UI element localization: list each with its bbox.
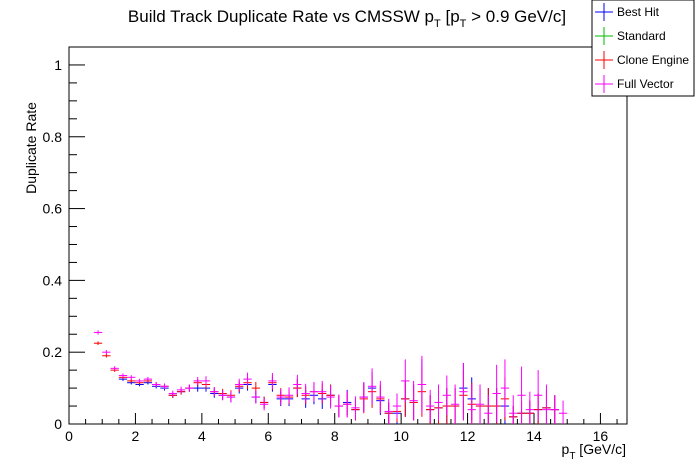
- data-point: [334, 394, 344, 418]
- data-point: [417, 355, 427, 414]
- data-point: [243, 372, 252, 386]
- y-tick-label: 0: [54, 416, 62, 432]
- data-point: [102, 350, 111, 355]
- data-point: [450, 384, 460, 424]
- y-tick-label: 0.4: [43, 272, 63, 288]
- data-point: [359, 381, 368, 413]
- data-point: [210, 387, 219, 397]
- x-tick-label: 6: [264, 428, 272, 444]
- y-tick-label: 0.8: [43, 129, 63, 145]
- legend-entry: Standard: [595, 27, 666, 45]
- axes: 0 2 4 6 8 10 12 14 16 0 0.2 0.4 0.6 0.8 1: [43, 57, 618, 444]
- y-axis-title: Duplicate Rate: [23, 102, 39, 194]
- data-point: [276, 389, 285, 405]
- series-full-vector: [93, 330, 568, 424]
- x-tick-label: 16: [593, 428, 609, 444]
- data-point: [218, 390, 227, 401]
- data-point: [268, 373, 277, 389]
- data-point: [201, 376, 211, 386]
- legend-entry: Clone Engine: [595, 51, 689, 69]
- data-point: [185, 384, 194, 392]
- data-point: [542, 384, 551, 424]
- data-point: [110, 366, 119, 371]
- legend: Best Hit Standard Clone Engine Full Vector: [591, 0, 695, 97]
- data-point: [343, 390, 352, 418]
- y-tick-label: 0.2: [43, 344, 63, 360]
- chart-title: Build Track Duplicate Rate vs CMSSW pT […: [128, 7, 566, 30]
- data-point: [525, 391, 534, 424]
- data-point: [152, 381, 161, 388]
- data-point: [102, 353, 111, 358]
- data-point: [135, 378, 144, 384]
- data-point: [434, 384, 443, 421]
- series-layer: [93, 330, 568, 424]
- legend-label: Best Hit: [617, 5, 660, 19]
- plot-frame: [68, 46, 628, 425]
- data-point: [392, 393, 402, 419]
- legend-label: Full Vector: [617, 77, 674, 91]
- data-point: [509, 395, 518, 424]
- legend-box: [591, 0, 695, 97]
- series-clone-engine: [93, 341, 559, 424]
- data-point: [384, 398, 393, 424]
- data-point: [351, 396, 360, 420]
- data-point: [492, 364, 501, 423]
- data-point: [259, 398, 269, 411]
- data-point: [426, 389, 435, 423]
- data-point: [118, 373, 128, 378]
- x-tick-label: 8: [331, 428, 339, 444]
- data-point: [517, 366, 526, 424]
- data-point: [484, 395, 493, 424]
- x-tick-label: 12: [460, 428, 476, 444]
- x-tick-label: 2: [132, 428, 140, 444]
- data-point: [143, 376, 153, 382]
- data-point: [301, 383, 310, 404]
- data-point: [534, 370, 543, 421]
- data-point: [401, 359, 410, 403]
- x-tick-label: 4: [198, 428, 206, 444]
- data-point: [193, 376, 202, 385]
- y-tick-label: 0.6: [43, 201, 63, 217]
- data-point: [309, 381, 319, 402]
- data-point: [367, 368, 377, 405]
- data-point: [168, 390, 177, 397]
- data-point: [475, 384, 485, 424]
- data-point: [558, 400, 568, 424]
- data-point: [376, 380, 385, 414]
- x-tick-label: 14: [526, 428, 542, 444]
- data-point: [160, 383, 169, 390]
- legend-entry: Best Hit: [595, 3, 660, 21]
- data-point: [318, 380, 327, 403]
- x-tick-label: 10: [393, 428, 409, 444]
- legend-label: Clone Engine: [617, 53, 689, 67]
- data-point: [176, 386, 186, 394]
- data-point: [409, 380, 418, 421]
- data-point: [550, 395, 559, 424]
- data-point: [127, 379, 136, 383]
- data-point: [235, 378, 244, 391]
- data-point: [500, 359, 510, 417]
- plot-area: [68, 46, 628, 425]
- data-point: [442, 375, 451, 416]
- x-tick-label: 0: [65, 428, 73, 444]
- legend-label: Standard: [617, 29, 666, 43]
- data-point: [293, 374, 302, 395]
- legend-entry: Full Vector: [595, 75, 674, 93]
- data-point: [459, 362, 468, 421]
- data-point: [326, 385, 335, 409]
- data-point: [284, 387, 294, 404]
- data-point: [226, 391, 236, 403]
- data-point: [93, 330, 103, 335]
- data-point: [93, 341, 103, 346]
- data-point: [251, 390, 260, 404]
- y-tick-label: 1: [54, 57, 62, 73]
- x-axis-title: pT [GeV/c]: [562, 441, 626, 462]
- data-point: [467, 384, 476, 424]
- data-point: [127, 375, 136, 380]
